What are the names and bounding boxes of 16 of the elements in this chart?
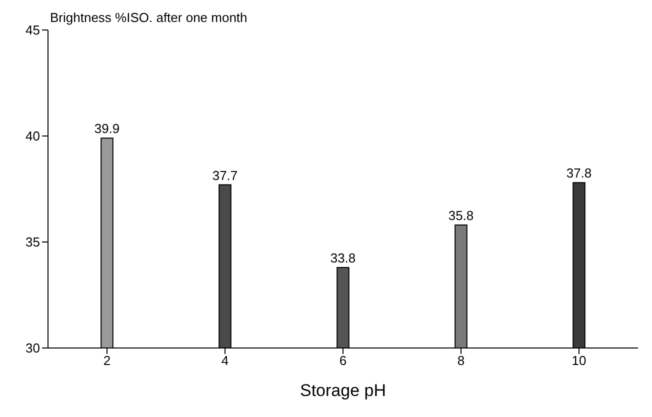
y-tick-label: 35	[26, 234, 40, 250]
x-tick-label: 8	[457, 353, 465, 368]
data-label: 35.8	[448, 208, 474, 224]
x-tick-label: 4	[221, 353, 229, 368]
x-tick-label: 10	[572, 353, 586, 368]
y-tick-label: 45	[26, 22, 40, 38]
data-label: 33.8	[330, 250, 356, 266]
chart-title: Brightness %ISO. after one month	[50, 10, 248, 25]
data-label: 37.7	[212, 168, 238, 183]
x-tick-label: 2	[103, 353, 111, 368]
data-label: 37.8	[566, 166, 592, 181]
y-tick-label: 30	[26, 340, 40, 356]
data-label: 39.9	[94, 121, 120, 136]
x-axis-title: Storage pH	[300, 381, 386, 400]
y-tick-label: 40	[26, 128, 40, 144]
x-tick-label: 6	[339, 353, 347, 368]
